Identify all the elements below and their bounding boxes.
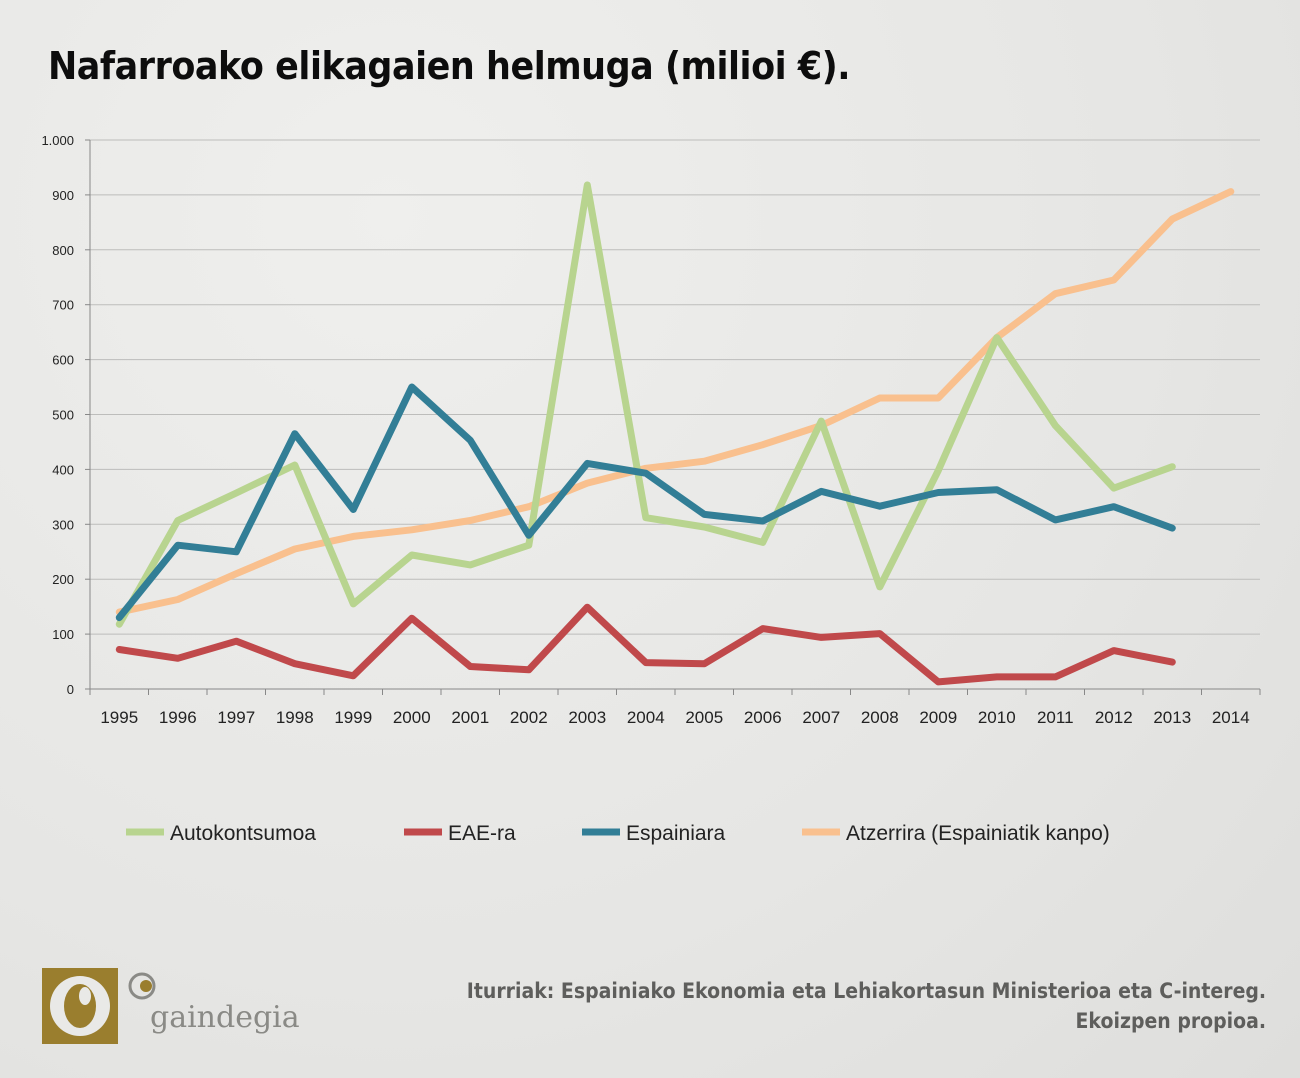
y-tick-label: 600 [52,353,74,368]
source-note: Iturriak: Espainiako Ekonomia eta Lehiak… [467,976,1266,1036]
series-line-atzerrira [115,188,1235,616]
source-line-2: Ekoizpen propioa. [1075,1009,1266,1033]
chart-title: Nafarroako elikagaien helmuga (milioi €)… [48,44,851,88]
series-lines [115,181,1235,686]
x-tick-label: 1998 [276,708,314,727]
legend-label: Espainiara [626,822,726,845]
legend-label: Atzerrira (Espainiatik kanpo) [846,822,1110,845]
x-tick-label: 2002 [510,708,548,727]
y-tick-label: 700 [52,298,74,313]
y-tick-label: 800 [52,243,74,258]
x-tick-label: 1999 [334,708,372,727]
x-tick-label: 2009 [919,708,957,727]
series-line-autokontsumoa [115,181,1176,628]
x-tick-label: 2007 [802,708,840,727]
y-tick-label: 1.000 [41,133,74,148]
x-tick-label: 2006 [744,708,782,727]
y-tick-label: 400 [52,462,74,477]
series-line-eae-ra [115,603,1176,686]
x-tick-label: 2003 [568,708,606,727]
x-tick-label: 2004 [627,708,665,727]
x-tick-label: 2000 [393,708,431,727]
x-axis-ticks: 1995 1996 1997 1998 1999 2000 2001 2002 2003 2004… [89,689,1261,727]
x-tick-label: 2010 [978,708,1016,727]
y-axis-ticks: 0 100 200 300 400 500 600 700 800 900 1.000 [41,133,90,697]
x-tick-label: 2005 [685,708,723,727]
y-tick-label: 0 [67,682,74,697]
x-tick-label: 2011 [1037,708,1074,727]
logo-text: gaindegia [150,1000,300,1035]
x-tick-label: 1996 [159,708,197,727]
y-tick-label: 100 [52,627,74,642]
series-line-espainiara [115,383,1176,622]
x-tick-label: 2012 [1095,708,1133,727]
y-tick-label: 900 [52,188,74,203]
legend-label: EAE-ra [448,822,516,845]
x-tick-label: 1995 [100,708,138,727]
legend-label: Autokontsumoa [170,822,316,845]
source-line-1: Iturriak: Espainiako Ekonomia eta Lehiak… [466,979,1266,1003]
y-tick-label: 500 [52,408,74,423]
x-tick-label: 2001 [451,708,489,727]
x-tick-label: 2008 [861,708,899,727]
x-tick-label: 2014 [1212,708,1250,727]
legend: Autokontsumoa EAE-ra Espainiara Atzerrira (… [126,822,1110,845]
x-tick-label: 1997 [217,708,255,727]
x-tick-label: 2013 [1153,708,1191,727]
gaindegia-logo-icon [42,968,156,1044]
y-tick-label: 200 [52,572,74,587]
y-tick-label: 300 [52,517,74,532]
